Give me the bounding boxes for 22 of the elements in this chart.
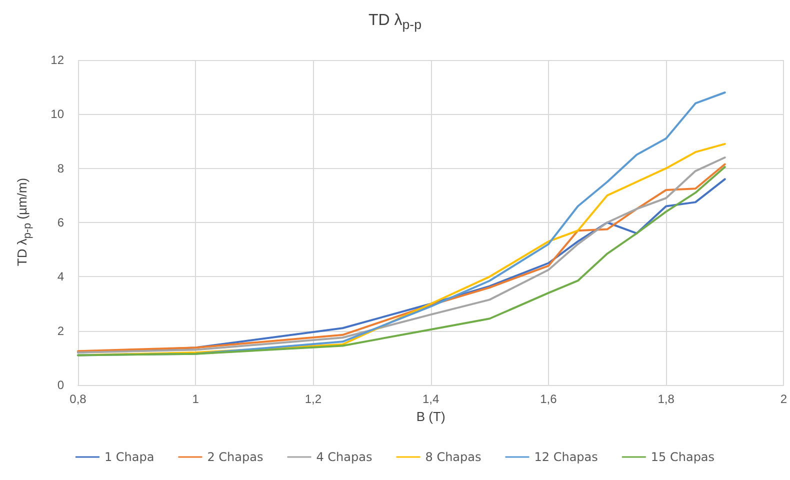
x-tick-label: 1,8 [658, 392, 675, 406]
chart-title: TD λ$_{p-p}$ [367, 12, 423, 32]
x-tick-label: 1,4 [422, 392, 440, 406]
y-tick-label: 12 [50, 53, 64, 67]
y-tick-label: 8 [57, 161, 64, 176]
x-tick-label: 1 [192, 392, 200, 406]
y-tick-label: 2 [57, 324, 64, 338]
y-tick-label: 4 [57, 270, 64, 284]
legend-label: 12 Chapas [534, 450, 598, 464]
x-tick-label: 1,6 [540, 392, 558, 406]
legend-label: 4 Chapas [316, 450, 372, 464]
y-tick-label: 6 [57, 216, 64, 230]
x-tick-label: 1,2 [304, 392, 322, 406]
legend-label: 1 Chapa [104, 450, 154, 464]
x-axis-title: B (T) [416, 408, 446, 424]
legend-label: 8 Chapas [425, 450, 482, 464]
legend-label: 2 Chapas [207, 450, 264, 464]
y-tick-label: 0 [57, 378, 64, 392]
y-tick-label: 10 [50, 107, 64, 122]
x-tick-label: 0,8 [70, 392, 87, 406]
legend-label: 15 Chapas [650, 450, 715, 464]
x-tick-label: 2 [780, 392, 788, 406]
